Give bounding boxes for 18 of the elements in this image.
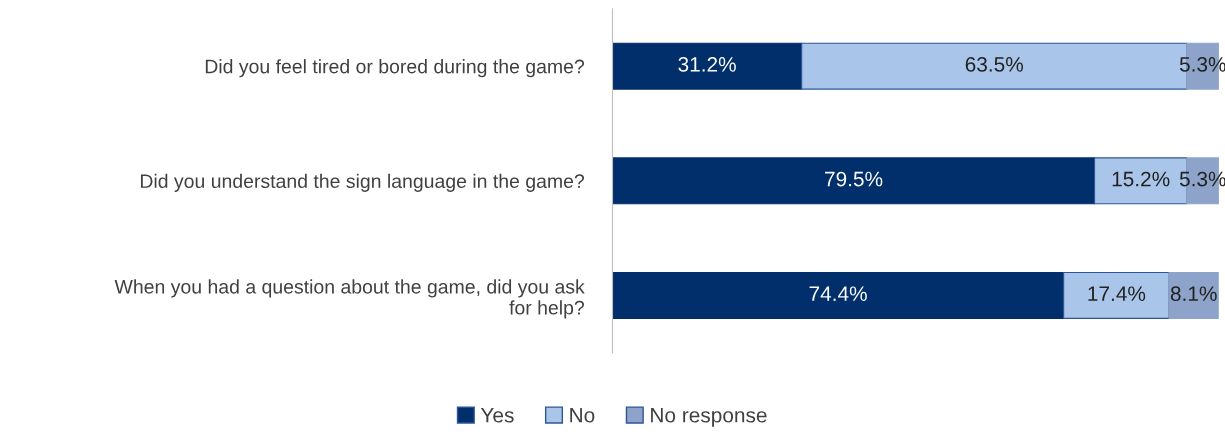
data-label: 8.1% (1170, 286, 1217, 302)
legend-label: Yes (480, 408, 514, 423)
data-label: 74.4% (809, 286, 867, 301)
data-label: 63.5% (965, 56, 1024, 72)
bar (612, 271, 1065, 319)
data-label: 31.2% (678, 56, 736, 72)
legend-label: No (570, 408, 595, 423)
y-tick-label: Did you feel tired or bored during the game? (205, 59, 585, 78)
bar (1063, 271, 1170, 319)
legend-label: No response (651, 408, 767, 427)
data-label: 17.4% (1088, 286, 1146, 301)
y-tick-label: When you had a question about the game, did you ask for help? (114, 279, 585, 319)
y-tick-label: Did you understand the sign language in the game? (140, 173, 585, 192)
bar (612, 42, 803, 90)
bar (1168, 271, 1219, 319)
data-label: 79.5% (825, 171, 883, 187)
data-label: 15.2% (1112, 171, 1170, 187)
bar (612, 157, 1096, 205)
